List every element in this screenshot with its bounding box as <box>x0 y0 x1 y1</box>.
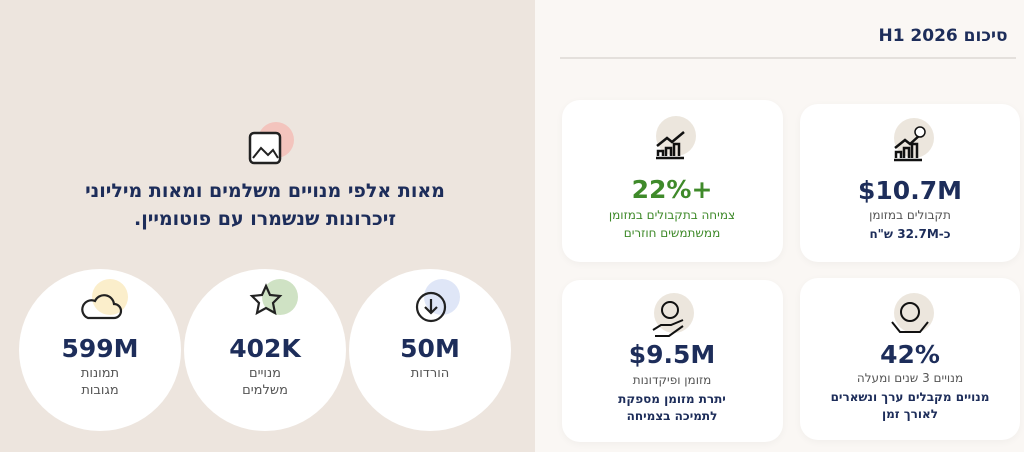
cloud-icon <box>81 294 123 320</box>
card-label: מזומן ופיקדונות <box>632 373 712 387</box>
cash-icon <box>652 319 684 337</box>
card-value: 42% <box>880 340 940 369</box>
stat-value: 50M <box>400 334 460 363</box>
stat-value: 599M <box>61 334 139 363</box>
card-note: כ-32.7M ש"ח <box>869 227 951 241</box>
growth-icon <box>914 126 926 138</box>
stat-label: מנויים <box>248 366 282 381</box>
headline: מאות אלפי מנויים משלמים ומאות מיליוני <box>85 180 445 202</box>
retention-icon <box>900 302 920 322</box>
icon-bg <box>894 293 934 333</box>
card-value: $9.5M <box>628 340 716 369</box>
growth-icon <box>656 131 685 160</box>
stat-label: תמונות <box>80 366 120 381</box>
card-label: צמיחה בתקבולים במזומן <box>608 208 736 222</box>
card-label: מנויים 3 שנים ומעלה <box>856 371 964 385</box>
cash-icon <box>661 301 679 319</box>
download-icon <box>424 299 438 315</box>
icon-bg <box>656 116 696 156</box>
star-icon <box>249 283 283 316</box>
headline: זיכרונות שנשמרו עם פוטומיין. <box>133 208 397 230</box>
card-note: יתרת מזומן מספקת <box>618 392 726 406</box>
image-icon <box>248 131 282 165</box>
card-note: לתמיכה בצמיחה <box>626 409 718 423</box>
download-icon <box>415 291 447 323</box>
card-value: $10.7M <box>858 176 962 205</box>
stat-value: 402K <box>229 334 301 363</box>
summary-title: סיכום H1 2026 <box>878 26 1008 46</box>
card-note: מנויים מקבלים ערך ונשארים <box>830 390 990 404</box>
card-label: תקבולים במזומן <box>869 208 951 222</box>
icon-bg <box>654 293 694 333</box>
card-label: ממשתמשים חוזרים <box>623 226 721 240</box>
card-value: +22% <box>631 175 713 204</box>
stat-label: הורדות <box>410 366 450 381</box>
stat-label: מגובות <box>81 383 119 398</box>
retention-icon <box>891 321 929 333</box>
growth-icon <box>894 134 922 162</box>
stat-label: משלמים <box>242 383 288 398</box>
image-icon <box>252 146 279 159</box>
card-note: לאורך זמן <box>881 407 939 421</box>
